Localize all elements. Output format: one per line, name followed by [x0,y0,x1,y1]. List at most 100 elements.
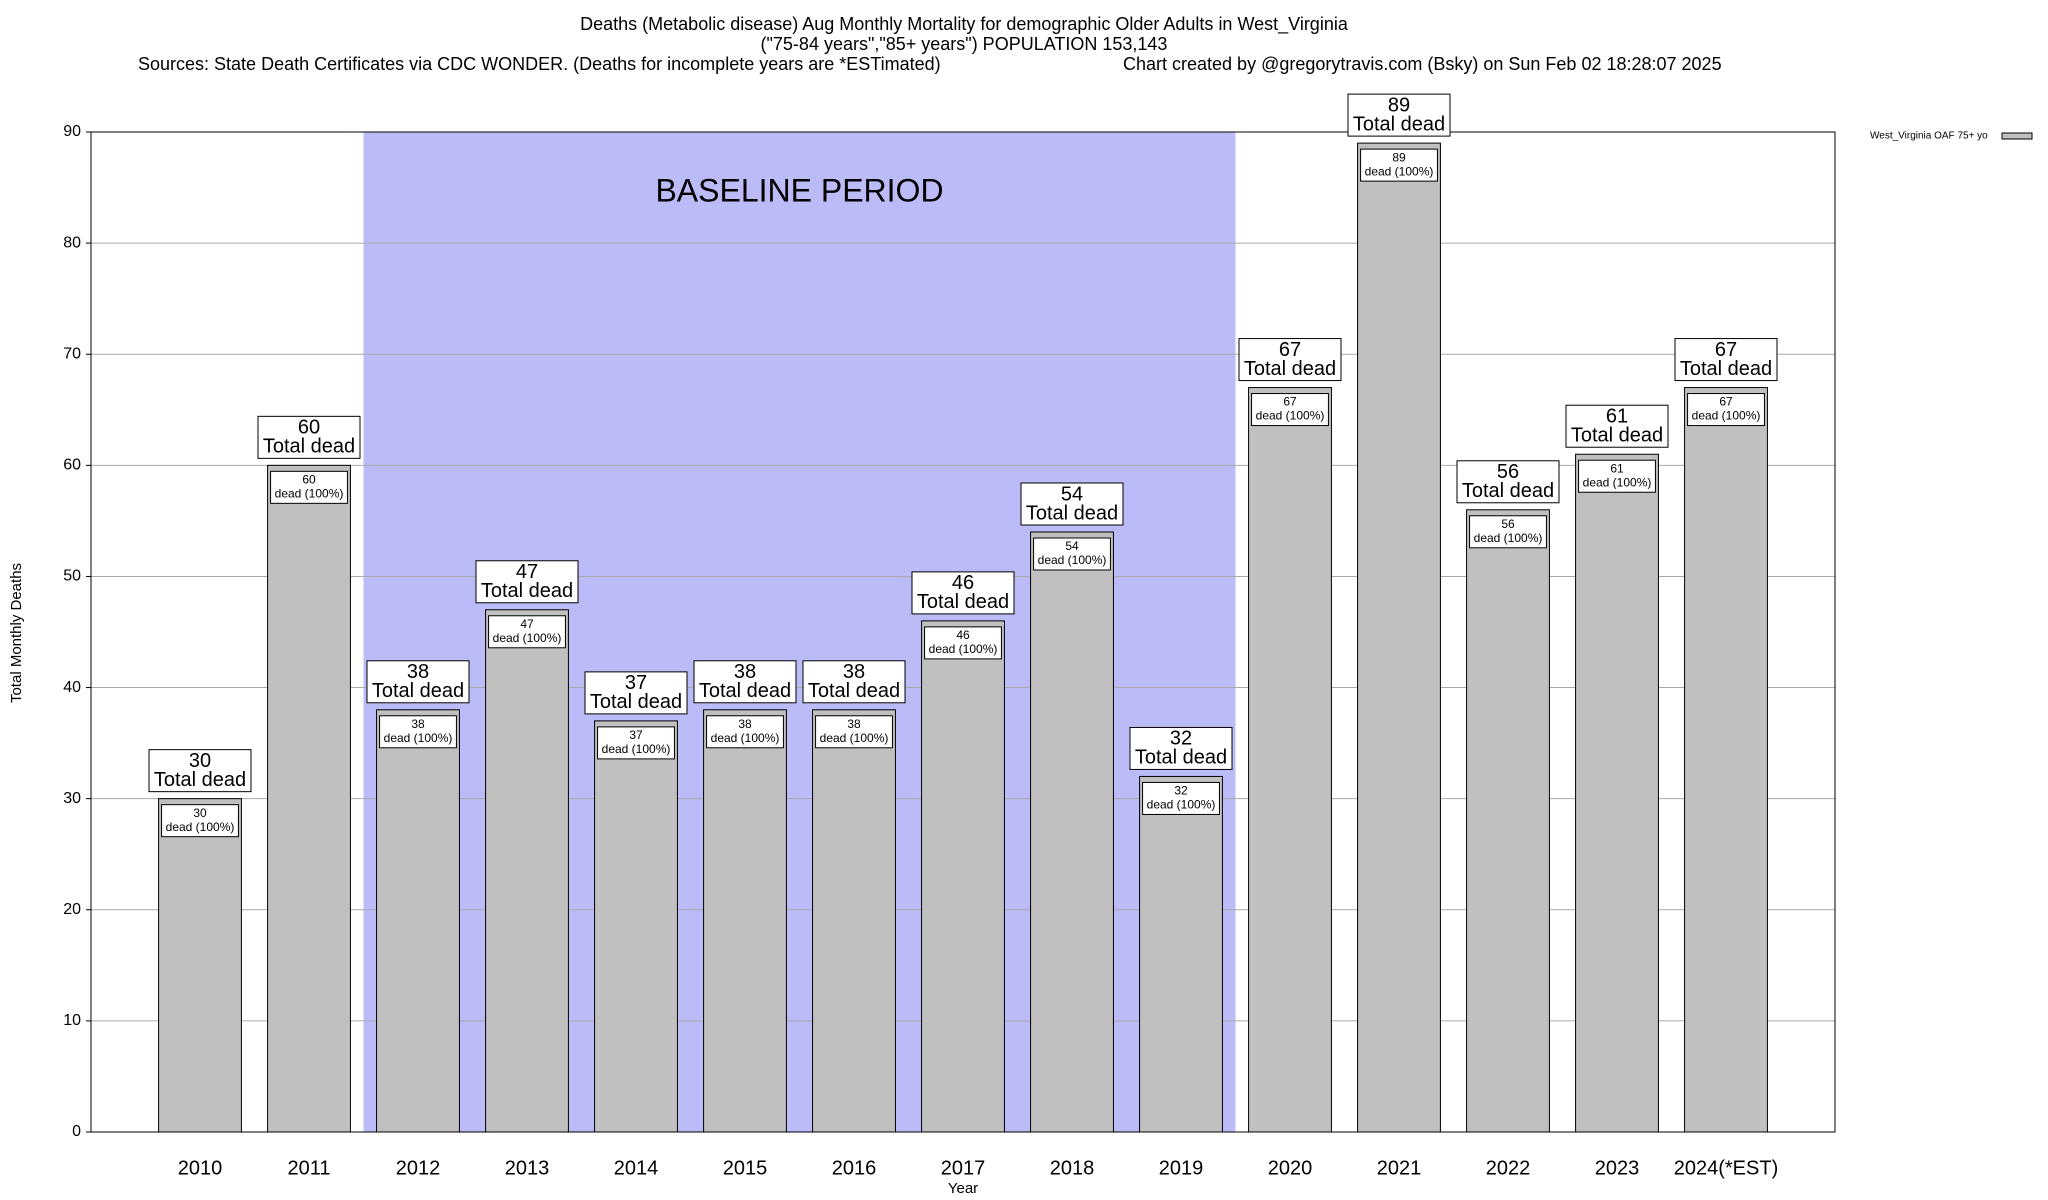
credit: Chart created by @gregorytravis.com (Bsk… [1123,54,1722,74]
x-axis-label: Year [948,1180,978,1197]
total-value-label: 38 [407,661,429,683]
total-text-label: Total dead [1571,425,1663,447]
legend-swatch [2001,132,2033,140]
x-tick-label: 2012 [396,1157,441,1179]
inner-text-label: dead (100%) [1038,553,1107,567]
inner-value-label: 47 [520,617,534,631]
y-tick-label: 10 [63,1012,81,1029]
total-text-label: Total dead [154,769,246,791]
inner-value-label: 38 [738,717,752,731]
x-tick-label: 2019 [1159,1157,1204,1179]
inner-label-box [1251,393,1329,427]
total-value-label: 60 [298,417,320,439]
total-label-box [1674,338,1778,382]
total-value-label: 38 [734,661,756,683]
bar [1684,387,1768,1133]
total-text-label: Total dead [590,691,682,713]
total-value-label: 47 [516,561,538,583]
total-text-label: Total dead [1462,480,1554,502]
x-tick-label: 2010 [178,1157,223,1179]
inner-value-label: 67 [1283,395,1297,409]
y-tick-label: 50 [63,568,81,585]
total-text-label: Total dead [1353,113,1445,135]
inner-text-label: dead (100%) [275,487,344,501]
inner-value-label: 38 [847,717,861,731]
inner-value-label: 89 [1392,150,1406,164]
inner-text-label: dead (100%) [1474,531,1543,545]
y-tick-label: 0 [72,1123,81,1140]
total-label-box [148,749,252,793]
x-tick-label: 2014 [614,1157,659,1179]
x-tick-label: 2020 [1268,1157,1313,1179]
total-label-box [584,671,688,715]
bar [921,620,1005,1133]
x-tick-label: 2011 [287,1157,330,1179]
inner-value-label: 60 [302,473,316,487]
baseline-label: BASELINE PERIOD [655,172,943,208]
inner-text-label: dead (100%) [1147,798,1216,812]
total-value-label: 54 [1061,483,1083,505]
bar [1030,531,1114,1133]
total-label-box [802,660,906,704]
total-label-box [366,660,470,704]
total-label-box [1456,460,1560,504]
total-label-box [1347,93,1451,137]
inner-text-label: dead (100%) [1583,475,1652,489]
inner-value-label: 67 [1719,395,1733,409]
inner-value-label: 30 [193,806,207,820]
total-value-label: 30 [189,750,211,772]
y-tick-label: 60 [63,457,81,474]
source: Sources: State Death Certificates via CD… [138,54,941,74]
inner-label-box [1142,781,1220,815]
y-tick-label: 20 [63,901,81,918]
chart-title: Deaths (Metabolic disease) Aug Monthly M… [580,14,1349,35]
total-label-box [911,571,1015,615]
inner-label-box [924,626,1002,660]
inner-text-label: dead (100%) [820,731,889,745]
inner-value-label: 46 [956,628,970,642]
total-label-box [1238,338,1342,382]
inner-text-label: dead (100%) [1692,409,1761,423]
total-text-label: Total dead [481,580,573,602]
inner-value-label: 56 [1501,517,1515,531]
bar [376,709,460,1133]
bar [1466,509,1550,1133]
y-tick-label: 40 [63,679,81,696]
y-tick-label: 30 [63,790,81,807]
total-label-box [1020,482,1124,526]
x-tick-label: 2016 [832,1157,877,1179]
total-value-label: 61 [1606,406,1628,428]
bar [267,464,351,1133]
total-label-box [693,660,797,704]
chart-subtitle: ("75-84 years","85+ years") POPULATION 1… [761,34,1168,54]
inner-label-box [815,715,893,749]
bar [812,709,896,1133]
bar [1139,775,1223,1133]
x-tick-label: 2022 [1486,1157,1531,1179]
x-tick-label: 2017 [941,1157,986,1179]
inner-value-label: 61 [1610,461,1624,475]
bar [703,709,787,1133]
total-value-label: 56 [1497,461,1519,483]
total-text-label: Total dead [917,591,1009,613]
inner-text-label: dead (100%) [1365,164,1434,178]
total-label-box [475,560,579,604]
inner-label-box [1578,459,1656,493]
total-text-label: Total dead [372,680,464,702]
y-axis-label: Total Monthly Deaths [8,563,25,703]
inner-label-box [706,715,784,749]
inner-label-box [1469,515,1547,549]
total-text-label: Total dead [1026,502,1118,524]
total-value-label: 67 [1715,339,1737,361]
total-text-label: Total dead [1135,747,1227,769]
bar [158,798,242,1133]
inner-text-label: dead (100%) [166,820,235,834]
total-text-label: Total dead [1244,358,1336,380]
total-value-label: 32 [1170,728,1192,750]
total-label-box [1129,726,1233,770]
total-value-label: 67 [1279,339,1301,361]
inner-value-label: 38 [411,717,425,731]
inner-label-box [488,615,566,649]
x-tick-label: 2018 [1050,1157,1095,1179]
